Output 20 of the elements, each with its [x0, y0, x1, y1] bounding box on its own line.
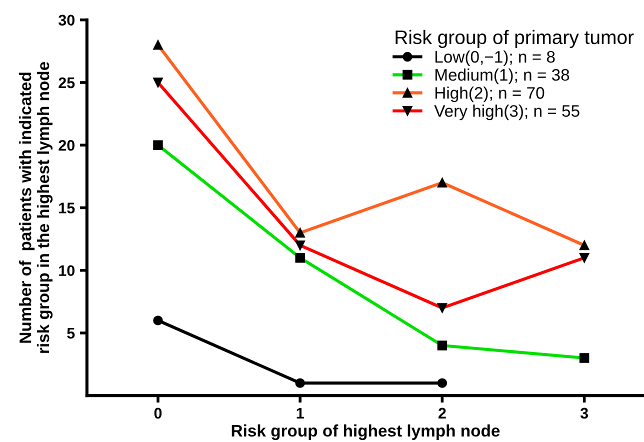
y-tick-label: 30: [58, 14, 75, 26]
x-axis-title: Risk group of highest lymph node: [232, 424, 500, 440]
y-axis-title: Number of patients with indicated risk group in the highest lymph node: [19, 62, 53, 353]
legend-label: Low(0,−1); n = 8: [436, 50, 555, 66]
y-tick-label: 15: [59, 202, 75, 214]
x-tick-label: 1: [296, 408, 304, 418]
y-tick-label: 20: [58, 140, 75, 151]
legend-label: Medium(1); n = 38: [436, 68, 570, 84]
x-tick-label: 2: [438, 408, 446, 418]
y-tick-label: 10: [59, 265, 75, 276]
legend-title: Risk group of primary tumor: [396, 30, 634, 48]
legend-label: High(2); n = 70: [436, 86, 544, 102]
point: [295, 378, 305, 388]
y-tick-label: 25: [58, 77, 75, 88]
x-tick-label: 0: [154, 408, 162, 419]
x-tick-label: 3: [580, 408, 588, 419]
y-tick-label: 5: [67, 328, 75, 339]
legend-label: Very high(3); n = 55: [434, 104, 580, 120]
point: [153, 316, 163, 326]
point: [437, 378, 448, 388]
